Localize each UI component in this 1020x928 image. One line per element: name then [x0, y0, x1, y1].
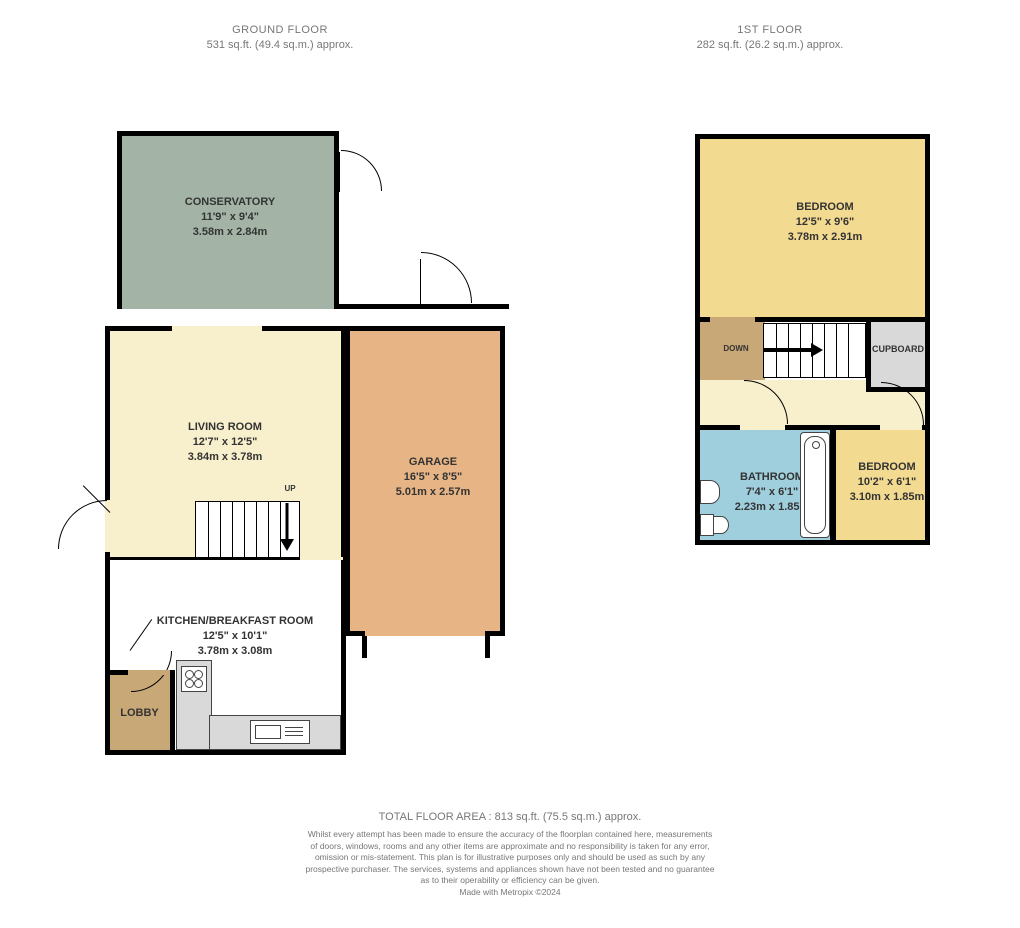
first-floor-area: 282 sq.ft. (26.2 sq.m.) approx.	[630, 38, 910, 53]
living-top-opening	[172, 326, 262, 331]
lobby-top-opening	[128, 670, 170, 675]
bathtub-icon	[800, 432, 830, 538]
stairs-down-label: DOWN	[716, 344, 756, 353]
hob-icon	[181, 666, 207, 692]
stairs-first-arrow	[763, 340, 833, 360]
first-floor-title: 1ST FLOOR 282 sq.ft. (26.2 sq.m.) approx…	[630, 23, 910, 53]
garage-door-post-l	[362, 636, 367, 658]
bedroom2-door-gap	[880, 425, 922, 430]
room-bedroom1	[695, 134, 930, 322]
room-garage	[345, 326, 505, 636]
total-area: TOTAL FLOOR AREA : 813 sq.ft. (75.5 sq.m…	[0, 810, 1020, 825]
sink-icon	[250, 720, 310, 744]
garage-door-post-r	[485, 636, 490, 658]
floorplan-canvas: GROUND FLOOR 531 sq.ft. (49.4 sq.m.) app…	[0, 0, 1020, 928]
bathroom-door-gap	[740, 425, 785, 430]
rear-door-leaf	[420, 259, 421, 305]
ground-floor-title: GROUND FLOOR 531 sq.ft. (49.4 sq.m.) app…	[140, 23, 420, 53]
room-cupboard	[866, 317, 930, 392]
kitchen-top-opening	[300, 557, 343, 560]
disclaimer-4: prospective purchaser. The services, sys…	[0, 864, 1020, 875]
room-conservatory	[117, 131, 339, 309]
credit: Made with Metropix ©2024	[0, 887, 1020, 898]
wall-seg-1	[337, 304, 509, 309]
disclaimer-5: as to their operability or efficiency ca…	[0, 875, 1020, 886]
wall-right-mid	[925, 317, 930, 430]
stairs-up-label: UP	[275, 484, 305, 493]
disclaimer-3: omission or mis-statement. This plan is …	[0, 852, 1020, 863]
room-bedroom2	[833, 425, 930, 545]
stairs-ground-arrow	[275, 503, 305, 558]
ground-floor-name: GROUND FLOOR	[140, 23, 420, 38]
toilet-icon	[700, 514, 714, 536]
toilet-bowl-icon	[713, 516, 729, 534]
footer: TOTAL FLOOR AREA : 813 sq.ft. (75.5 sq.m…	[0, 810, 1020, 898]
wall-left-mid-1f	[695, 317, 700, 430]
conservatory-door-leaf	[339, 152, 340, 192]
bedroom1-door-gap	[710, 317, 755, 322]
disclaimer-2: of doors, windows, rooms and any other i…	[0, 841, 1020, 852]
basin-icon	[700, 480, 720, 504]
garage-door-opening	[365, 631, 485, 636]
ground-floor-area: 531 sq.ft. (49.4 sq.m.) approx.	[140, 38, 420, 53]
first-floor-name: 1ST FLOOR	[630, 23, 910, 38]
disclaimer-1: Whilst every attempt has been made to en…	[0, 829, 1020, 840]
